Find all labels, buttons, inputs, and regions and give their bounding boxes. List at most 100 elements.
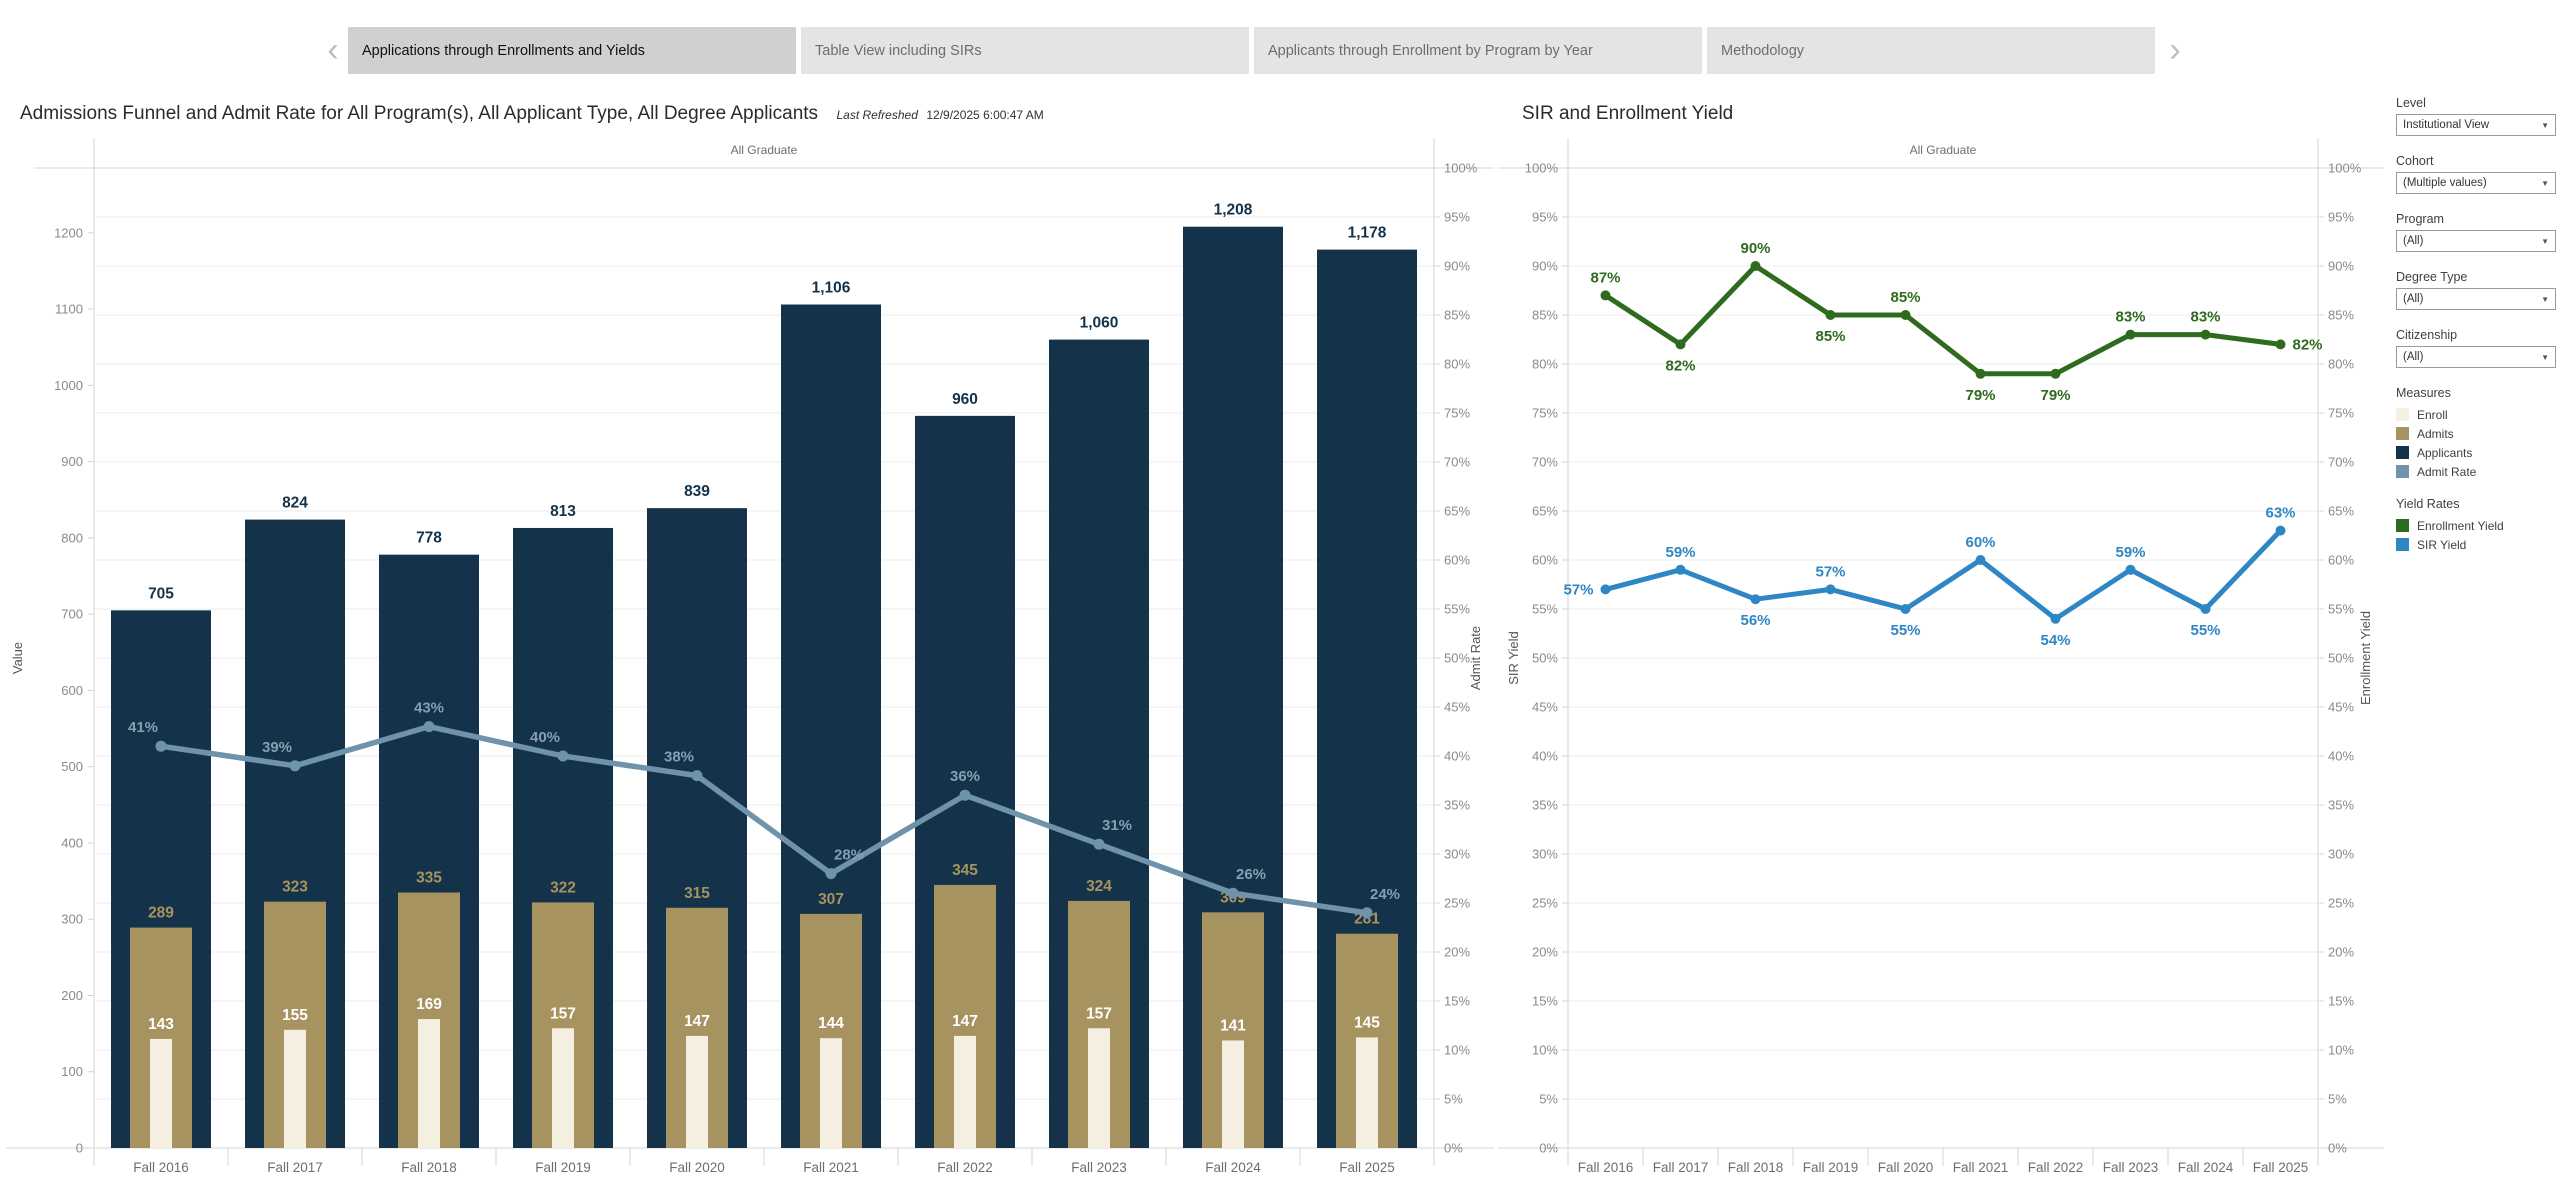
enrollment-yield-point[interactable] xyxy=(1975,368,1986,379)
filter-dropdown[interactable]: (Multiple values) ▼ xyxy=(2396,172,2556,194)
percent-tick-label: 25% xyxy=(1444,896,1470,911)
bar-enroll[interactable] xyxy=(284,1029,306,1148)
sir-yield-line[interactable] xyxy=(1603,528,2283,622)
x-axis-label: Fall 2023 xyxy=(1071,1160,1127,1175)
bar-enroll[interactable] xyxy=(552,1028,574,1148)
legend-item-applicants[interactable]: Applicants xyxy=(2396,443,2556,462)
tab-1[interactable]: Table View including SIRs xyxy=(801,27,1249,74)
percent-tick-label: 55% xyxy=(1444,602,1470,617)
tab-0[interactable]: Applications through Enrollments and Yie… xyxy=(348,27,796,74)
sir-yield-point[interactable] xyxy=(1825,584,1836,595)
legend-label: Enrollment Yield xyxy=(2417,518,2504,533)
admit-rate-point[interactable] xyxy=(155,740,167,752)
sir-yield-point[interactable] xyxy=(1975,555,1986,565)
admit-rate-label: 39% xyxy=(262,739,292,756)
tabs-scroll-left-icon[interactable]: ‹ xyxy=(327,31,339,69)
filter-dropdown[interactable]: Institutional View ▼ xyxy=(2396,114,2556,136)
enrollment-yield-tick-label: 0% xyxy=(2328,1141,2347,1156)
admit-rate-point[interactable] xyxy=(1093,838,1105,850)
x-axis-label: Fall 2020 xyxy=(1878,1160,1934,1175)
admit-rate-point[interactable] xyxy=(423,721,435,733)
applicants-value-label: 705 xyxy=(148,585,174,602)
percent-tick-label: 30% xyxy=(1444,847,1470,862)
enrollment-yield-point[interactable] xyxy=(1600,290,1611,301)
value-tick-label: 700 xyxy=(61,607,83,622)
sir-yield-point[interactable] xyxy=(2050,613,2061,624)
sir-yield-point[interactable] xyxy=(2200,604,2211,614)
sir-yield-label: 59% xyxy=(1665,544,1695,561)
percent-tick-label: 85% xyxy=(1444,308,1470,323)
filter-selected-value: (All) xyxy=(2403,235,2424,247)
filter-dropdown[interactable]: (All) ▼ xyxy=(2396,288,2556,310)
sir-yield-tick-label: 100% xyxy=(1525,161,1559,176)
applicants-value-label: 839 xyxy=(684,483,710,500)
enrollment-yield-tick-label: 50% xyxy=(2328,651,2354,666)
x-axis-label: Fall 2018 xyxy=(401,1160,457,1175)
applicants-value-label: 824 xyxy=(282,495,308,512)
admit-rate-point[interactable] xyxy=(557,750,569,762)
filter-dropdown[interactable]: (All) ▼ xyxy=(2396,230,2556,252)
admit-rate-point[interactable] xyxy=(1361,907,1373,919)
legend-item-sir-yield[interactable]: SIR Yield xyxy=(2396,535,2556,554)
sir-yield-tick-label: 30% xyxy=(1532,847,1558,862)
enrollment-yield-point[interactable] xyxy=(2275,339,2286,350)
filter-dropdown[interactable]: (All) ▼ xyxy=(2396,346,2556,368)
enrollment-yield-tick-label: 15% xyxy=(2328,994,2354,1009)
sir-yield-label: 54% xyxy=(2040,632,2070,649)
sir-yield-point[interactable] xyxy=(1600,584,1611,595)
sir-yield-tick-label: 70% xyxy=(1532,455,1558,470)
legend-item-enrollment-yield[interactable]: Enrollment Yield xyxy=(2396,516,2556,535)
admit-rate-point[interactable] xyxy=(825,868,837,880)
admit-rate-point[interactable] xyxy=(959,789,971,801)
sir-yield-point[interactable] xyxy=(2125,564,2136,575)
sir-yield-tick-label: 25% xyxy=(1532,896,1558,911)
legend-label: Enroll xyxy=(2417,407,2448,422)
enrollment-yield-label: 79% xyxy=(2040,387,2070,404)
enrollment-yield-point[interactable] xyxy=(2125,329,2136,340)
pane-header: All Graduate xyxy=(731,143,798,157)
tabs-scroll-right-icon[interactable]: › xyxy=(2169,31,2181,69)
sir-yield-label: 63% xyxy=(2265,505,2295,522)
value-tick-label: 1200 xyxy=(54,225,83,240)
bar-enroll[interactable] xyxy=(820,1038,842,1148)
enrollment-yield-point[interactable] xyxy=(1825,310,1836,320)
admit-rate-point[interactable] xyxy=(1227,887,1239,899)
admit-rate-point[interactable] xyxy=(691,770,703,782)
sir-yield-point[interactable] xyxy=(1900,604,1911,614)
pane-header: All Graduate xyxy=(1910,143,1977,157)
left-chart-title-row: Admissions Funnel and Admit Rate for All… xyxy=(20,103,1044,125)
legend-item-admit-rate[interactable]: Admit Rate xyxy=(2396,462,2556,481)
chevron-down-icon: ▼ xyxy=(2541,178,2549,188)
chevron-down-icon: ▼ xyxy=(2541,352,2549,362)
legend-item-admits[interactable]: Admits xyxy=(2396,424,2556,443)
sir-yield-tick-label: 95% xyxy=(1532,210,1558,225)
bar-enroll[interactable] xyxy=(686,1035,708,1148)
sir-yield-label: 57% xyxy=(1563,581,1593,598)
enrollment-yield-point[interactable] xyxy=(2200,329,2211,340)
bar-enroll[interactable] xyxy=(1222,1040,1244,1148)
bar-enroll[interactable] xyxy=(1356,1037,1378,1148)
legend-title: Yield Rates xyxy=(2396,497,2460,511)
enrollment-yield-label: 90% xyxy=(1740,240,1770,257)
sir-yield-point[interactable] xyxy=(1750,594,1761,605)
enrollment-yield-line[interactable] xyxy=(1603,263,2283,377)
bar-enroll[interactable] xyxy=(1088,1028,1110,1148)
legend-item-enroll[interactable]: Enroll xyxy=(2396,405,2556,424)
admit-rate-line[interactable] xyxy=(158,723,1370,916)
enrollment-yield-point[interactable] xyxy=(1900,310,1911,320)
enrollment-yield-point[interactable] xyxy=(1750,261,1761,271)
tab-2[interactable]: Applicants through Enrollment by Program… xyxy=(1254,27,1702,74)
bar-enroll[interactable] xyxy=(418,1019,440,1148)
enrollment-yield-point[interactable] xyxy=(1675,339,1686,350)
percent-tick-label: 40% xyxy=(1444,749,1470,764)
value-tick-label: 1000 xyxy=(54,378,83,393)
sir-yield-tick-label: 10% xyxy=(1532,1043,1558,1058)
bar-enroll[interactable] xyxy=(954,1035,976,1148)
tab-3[interactable]: Methodology xyxy=(1707,27,2155,74)
last-refreshed-value: 12/9/2025 6:00:47 AM xyxy=(926,108,1044,122)
sir-yield-point[interactable] xyxy=(2275,525,2286,536)
enrollment-yield-point[interactable] xyxy=(2050,368,2061,379)
sir-yield-point[interactable] xyxy=(1675,564,1686,575)
admit-rate-point[interactable] xyxy=(289,760,301,772)
bar-enroll[interactable] xyxy=(150,1038,172,1148)
